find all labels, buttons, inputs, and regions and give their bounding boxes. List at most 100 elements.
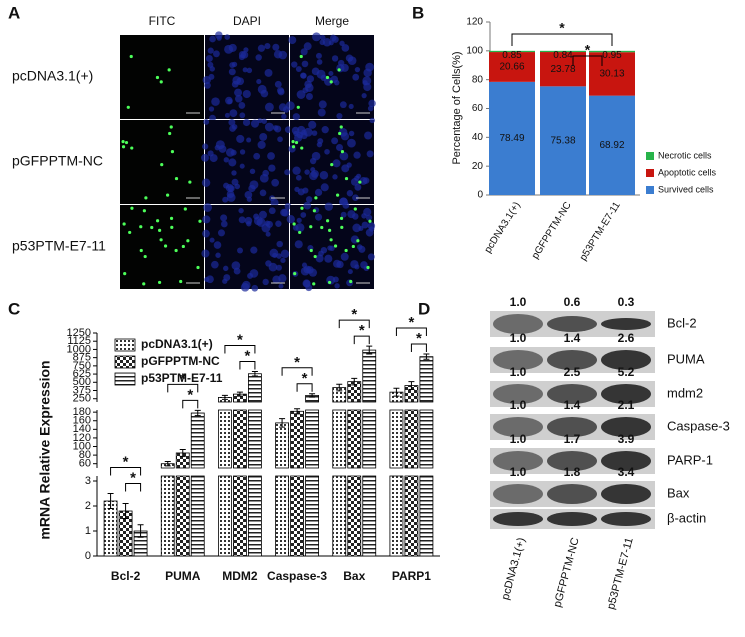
nucleus — [213, 50, 220, 58]
significance-mark: * — [294, 354, 300, 371]
error-bar — [194, 409, 201, 417]
protein-label: PARP-1 — [667, 452, 713, 467]
nucleus — [249, 269, 259, 278]
lane-label: pGFPPTM-NC — [552, 536, 582, 608]
nucleus — [347, 269, 353, 275]
nucleus — [348, 103, 354, 110]
y-tick-label: 3 — [85, 475, 91, 487]
nucleus — [257, 118, 263, 124]
fitc-signal — [294, 140, 299, 145]
nucleus — [342, 201, 350, 209]
blot-band — [601, 451, 651, 471]
nucleus — [281, 113, 287, 120]
nucleus — [366, 150, 374, 158]
bar-segment — [489, 50, 535, 53]
nucleus — [224, 112, 230, 118]
nucleus — [234, 88, 243, 97]
nucleus — [244, 216, 253, 225]
legend-label: Necrotic cells — [658, 150, 712, 160]
nucleus — [277, 88, 285, 96]
nucleus — [236, 134, 245, 143]
fitc-signal — [291, 140, 295, 144]
panel-letter: C — [8, 299, 20, 318]
nucleus — [251, 284, 259, 292]
y-axis-label: mRNA Relative Expression — [37, 360, 53, 539]
nucleus — [231, 261, 241, 270]
bar — [347, 409, 362, 469]
nucleus — [347, 138, 356, 148]
fitc-signal — [356, 239, 360, 243]
fitc-signal — [157, 280, 162, 285]
nucleus — [250, 246, 258, 254]
nucleus — [363, 68, 372, 78]
fitc-signal — [333, 244, 338, 248]
nucleus — [256, 217, 266, 227]
significance-mark: * — [180, 370, 186, 387]
significance-bracket — [296, 383, 313, 392]
nucleus — [328, 40, 334, 46]
error-bar — [279, 418, 286, 428]
nucleus — [311, 169, 319, 178]
fitc-signal — [300, 146, 304, 150]
fitc-signal — [168, 131, 172, 136]
ratio-label: 0.6 — [564, 295, 581, 309]
legend-label: Survived cells — [658, 184, 714, 194]
protein-label: mdm2 — [667, 385, 703, 400]
nucleus — [300, 48, 308, 56]
nucleus — [304, 80, 312, 89]
fitc-signal — [327, 280, 332, 285]
error-bar — [221, 394, 228, 400]
nucleus — [209, 35, 216, 43]
fitc-signal — [313, 254, 317, 259]
nucleus — [228, 43, 237, 52]
nucleus — [238, 216, 246, 224]
significance-mark: * — [359, 322, 365, 339]
fitc-signal — [314, 196, 318, 200]
nucleus — [359, 177, 368, 185]
significance-mark: * — [123, 453, 129, 470]
value-label: 20.66 — [499, 62, 524, 73]
y-tick-label: 1125 — [67, 335, 91, 347]
nucleus — [365, 228, 374, 237]
nucleus — [367, 222, 376, 230]
y-tick-label: 0 — [85, 550, 91, 562]
nucleus — [308, 120, 317, 129]
nucleus — [272, 125, 279, 131]
nucleus — [288, 36, 297, 45]
bar — [248, 373, 262, 403]
fitc-signal — [123, 272, 127, 276]
nucleus — [340, 132, 350, 141]
blot-band — [547, 417, 597, 437]
x-tick-label: Caspase-3 — [267, 569, 327, 583]
ratio-label: 1.0 — [510, 295, 527, 309]
fitc-signal — [329, 238, 333, 242]
nucleus — [296, 217, 302, 223]
fitc-signal — [328, 228, 332, 232]
value-label: 0.95 — [602, 50, 622, 61]
nucleus — [269, 248, 279, 258]
nucleus — [301, 60, 309, 68]
nucleus — [361, 221, 369, 229]
error-bar — [351, 377, 358, 386]
protein-label: Bax — [667, 485, 690, 500]
fitc-signal — [144, 196, 148, 200]
y-tick-label: 100 — [73, 440, 91, 452]
error-bar — [236, 391, 243, 397]
y-tick-label: 375 — [73, 384, 91, 396]
nucleus — [346, 190, 354, 197]
significance-bracket — [125, 483, 142, 492]
nucleus — [217, 229, 225, 237]
nucleus — [238, 54, 245, 61]
panel-letter: A — [8, 3, 20, 22]
nucleus — [303, 42, 312, 51]
blot-band — [547, 484, 597, 504]
nucleus — [229, 125, 236, 132]
error-bar — [107, 493, 114, 509]
fitc-signal — [156, 219, 160, 223]
blot-band — [493, 314, 543, 334]
nucleus — [328, 71, 334, 77]
fitc-signal — [160, 163, 164, 167]
fitc-signal — [167, 68, 171, 72]
significance-mark: * — [302, 370, 308, 387]
nucleus — [242, 67, 248, 73]
